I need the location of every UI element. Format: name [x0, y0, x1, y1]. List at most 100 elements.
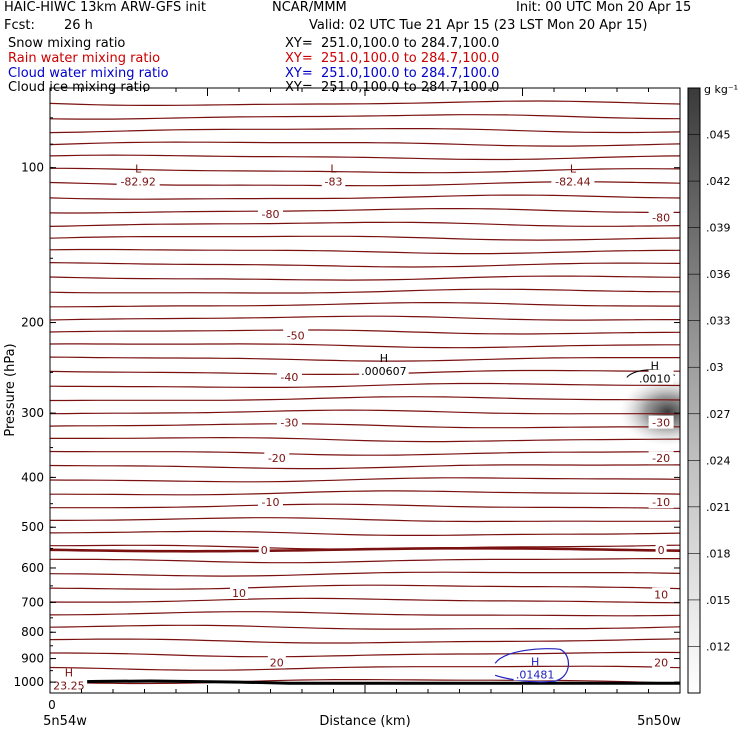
isotherm: [50, 208, 680, 214]
extremum-value: 23.25: [53, 680, 85, 693]
extremum-mark: L: [570, 162, 577, 175]
isotherm: [50, 356, 680, 362]
isotherm: [50, 221, 680, 227]
isotherm: [50, 517, 680, 523]
y-tick-label: 100: [21, 161, 44, 175]
temperature-contours: [50, 100, 680, 685]
contour-label-bg: [648, 415, 674, 429]
colorbar: [687, 87, 701, 694]
isotherm: [50, 302, 680, 308]
extremum-value-bg: [321, 175, 346, 188]
isotherm: [50, 477, 680, 483]
isotherm: [50, 275, 680, 281]
contour-label-bg: [276, 415, 302, 429]
legend-cloudwater-label: Cloud water mixing ratio: [8, 66, 169, 81]
isotherm: [50, 409, 680, 415]
isotherm: [50, 624, 680, 630]
contour-label-bg: [264, 451, 290, 465]
cloud-ice-shading: [619, 377, 680, 446]
contour-label-bg: [283, 328, 309, 342]
isotherm: [50, 329, 680, 335]
x-right-label: 5n50w: [637, 714, 681, 729]
isotherm: [50, 503, 680, 509]
contour-label: 0: [261, 544, 268, 557]
extremum-value: .000607: [361, 365, 407, 378]
extremum-value-bg: [513, 668, 557, 681]
legend-cloudwater-xy: XY= 251.0,100.0 to 284.7,100.0: [285, 66, 500, 81]
contour-label-bg: [230, 585, 248, 599]
contour-label-bg: [652, 587, 671, 601]
valid-time: Valid: 02 UTC Tue 21 Apr 15 (23 LST Mon …: [309, 18, 648, 33]
contour-label-bg: [648, 451, 674, 465]
contour-label: 20: [270, 656, 284, 669]
y-tick-label: 300: [21, 406, 44, 420]
isotherm: [50, 194, 680, 200]
contour-label: -10: [262, 496, 280, 509]
isotherm: [50, 611, 680, 617]
isotherm: [50, 262, 680, 268]
isotherm: [50, 141, 680, 147]
contour-label: -80: [262, 208, 280, 221]
extremum-value: .01481: [516, 668, 555, 681]
isotherm: [50, 100, 680, 106]
colorbar-tick-label: .033: [706, 315, 731, 328]
plot-title: HAIC-HIWC 13km ARW-GFS init: [4, 0, 206, 15]
isotherm: [50, 235, 680, 241]
isotherm: [50, 679, 680, 685]
contour-label-bg: [655, 542, 667, 556]
extremum-value: .0010: [639, 372, 671, 385]
isotherm: [50, 651, 680, 658]
extremum-value-bg: [636, 372, 674, 385]
isotherm: [50, 665, 680, 671]
contour-label: -20: [652, 452, 670, 465]
contour-label-bg: [258, 495, 283, 509]
contour-label: 0: [658, 544, 665, 557]
isotherm: [50, 571, 680, 577]
y-tick-label: 500: [21, 520, 44, 534]
isotherm: [50, 423, 680, 429]
colorbar-tick-label: .024: [706, 454, 731, 467]
init-time: Init: 00 UTC Mon 20 Apr 15: [516, 0, 692, 15]
isotherm: [50, 638, 680, 644]
isotherm: [50, 450, 680, 456]
isotherm: [50, 248, 680, 255]
contour-label-bg: [276, 369, 302, 383]
isotherm: [50, 558, 680, 564]
isotherm: [50, 128, 680, 134]
terrain-line: [50, 679, 680, 685]
x-axis-label: Distance (km): [319, 714, 410, 729]
isotherm: [50, 343, 680, 349]
colorbar-tick-label: .036: [706, 268, 731, 281]
forecast-hours: 26 h: [64, 18, 93, 33]
colorbar-tick-label: .015: [706, 594, 731, 607]
extremum-value-bg: [116, 175, 160, 188]
forecast-label: Fcst:: [4, 18, 35, 33]
colorbar-unit: g kg⁻¹: [704, 83, 738, 96]
contour-label: -30: [652, 417, 670, 430]
y-tick-label: 1000: [13, 675, 44, 689]
isotherm: [50, 167, 680, 174]
isotherm: [50, 382, 680, 388]
colorbar-tick-label: .027: [706, 408, 731, 421]
colorbar-tick-label: .039: [706, 222, 731, 235]
isotherm: [50, 436, 680, 443]
x-start-tick-label: 0: [48, 698, 56, 712]
y-tick-label: 900: [21, 652, 44, 666]
x-left-label: 5n54w: [43, 714, 87, 729]
contour-label-bg: [648, 210, 674, 224]
contour-label-bg: [267, 655, 286, 669]
contour-label-bg: [258, 206, 283, 220]
contour-label: -30: [280, 417, 298, 430]
y-tick-label: 200: [21, 316, 44, 330]
y-tick-label: 600: [21, 561, 44, 575]
isotherm: [50, 315, 680, 321]
extremum-mark: L: [330, 162, 337, 175]
legend-rain-label: Rain water mixing ratio: [8, 51, 161, 66]
contour-label: -80: [652, 212, 670, 225]
colorbar-tick-label: .021: [706, 501, 731, 514]
contour-label: -40: [280, 371, 298, 384]
legend-snow-xy: XY= 251.0,100.0 to 284.7,100.0: [285, 36, 500, 51]
extremum-value-bg: [50, 679, 88, 692]
isotherm: [50, 396, 680, 402]
